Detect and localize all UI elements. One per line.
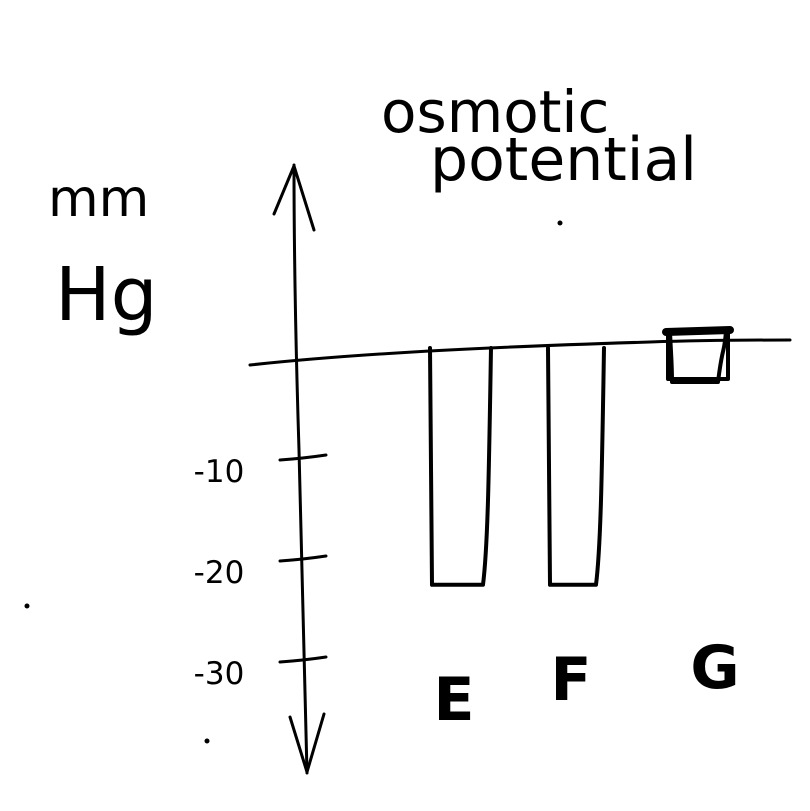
bar-g <box>668 329 728 384</box>
chart-title-line-2: potential <box>430 125 697 195</box>
y-axis-label-unit-top: mm <box>48 169 149 229</box>
axes-layer <box>248 163 792 775</box>
x-category-label-e: E <box>434 665 475 735</box>
y-tick-label-1: -20 <box>194 555 245 591</box>
bar-e <box>428 346 493 587</box>
stray-dot-left <box>24 603 30 609</box>
x-category-label-f: F <box>551 645 592 715</box>
y-axis-up-arrow <box>272 164 316 232</box>
stray-dot-top <box>557 220 563 226</box>
y-tick-label-2: -30 <box>194 656 245 692</box>
y-tick-1 <box>278 554 328 563</box>
y-axis-label-unit-bottom: Hg <box>55 252 158 338</box>
chart-title-line-1: osmotic <box>381 78 609 146</box>
x-axis-line <box>248 338 792 367</box>
bar-f <box>546 346 606 587</box>
y-tick-label-0: -10 <box>194 454 245 490</box>
stray-dot-bottom <box>204 738 210 744</box>
y-axis-down-arrow <box>288 712 326 774</box>
y-tick-0 <box>278 453 328 462</box>
y-axis-line <box>292 163 309 775</box>
x-category-label-g: G <box>690 633 739 703</box>
decor-layer <box>24 220 563 744</box>
bar-g-top-edge <box>662 326 734 336</box>
y-tick-2 <box>278 655 328 664</box>
bars-layer <box>428 326 734 587</box>
